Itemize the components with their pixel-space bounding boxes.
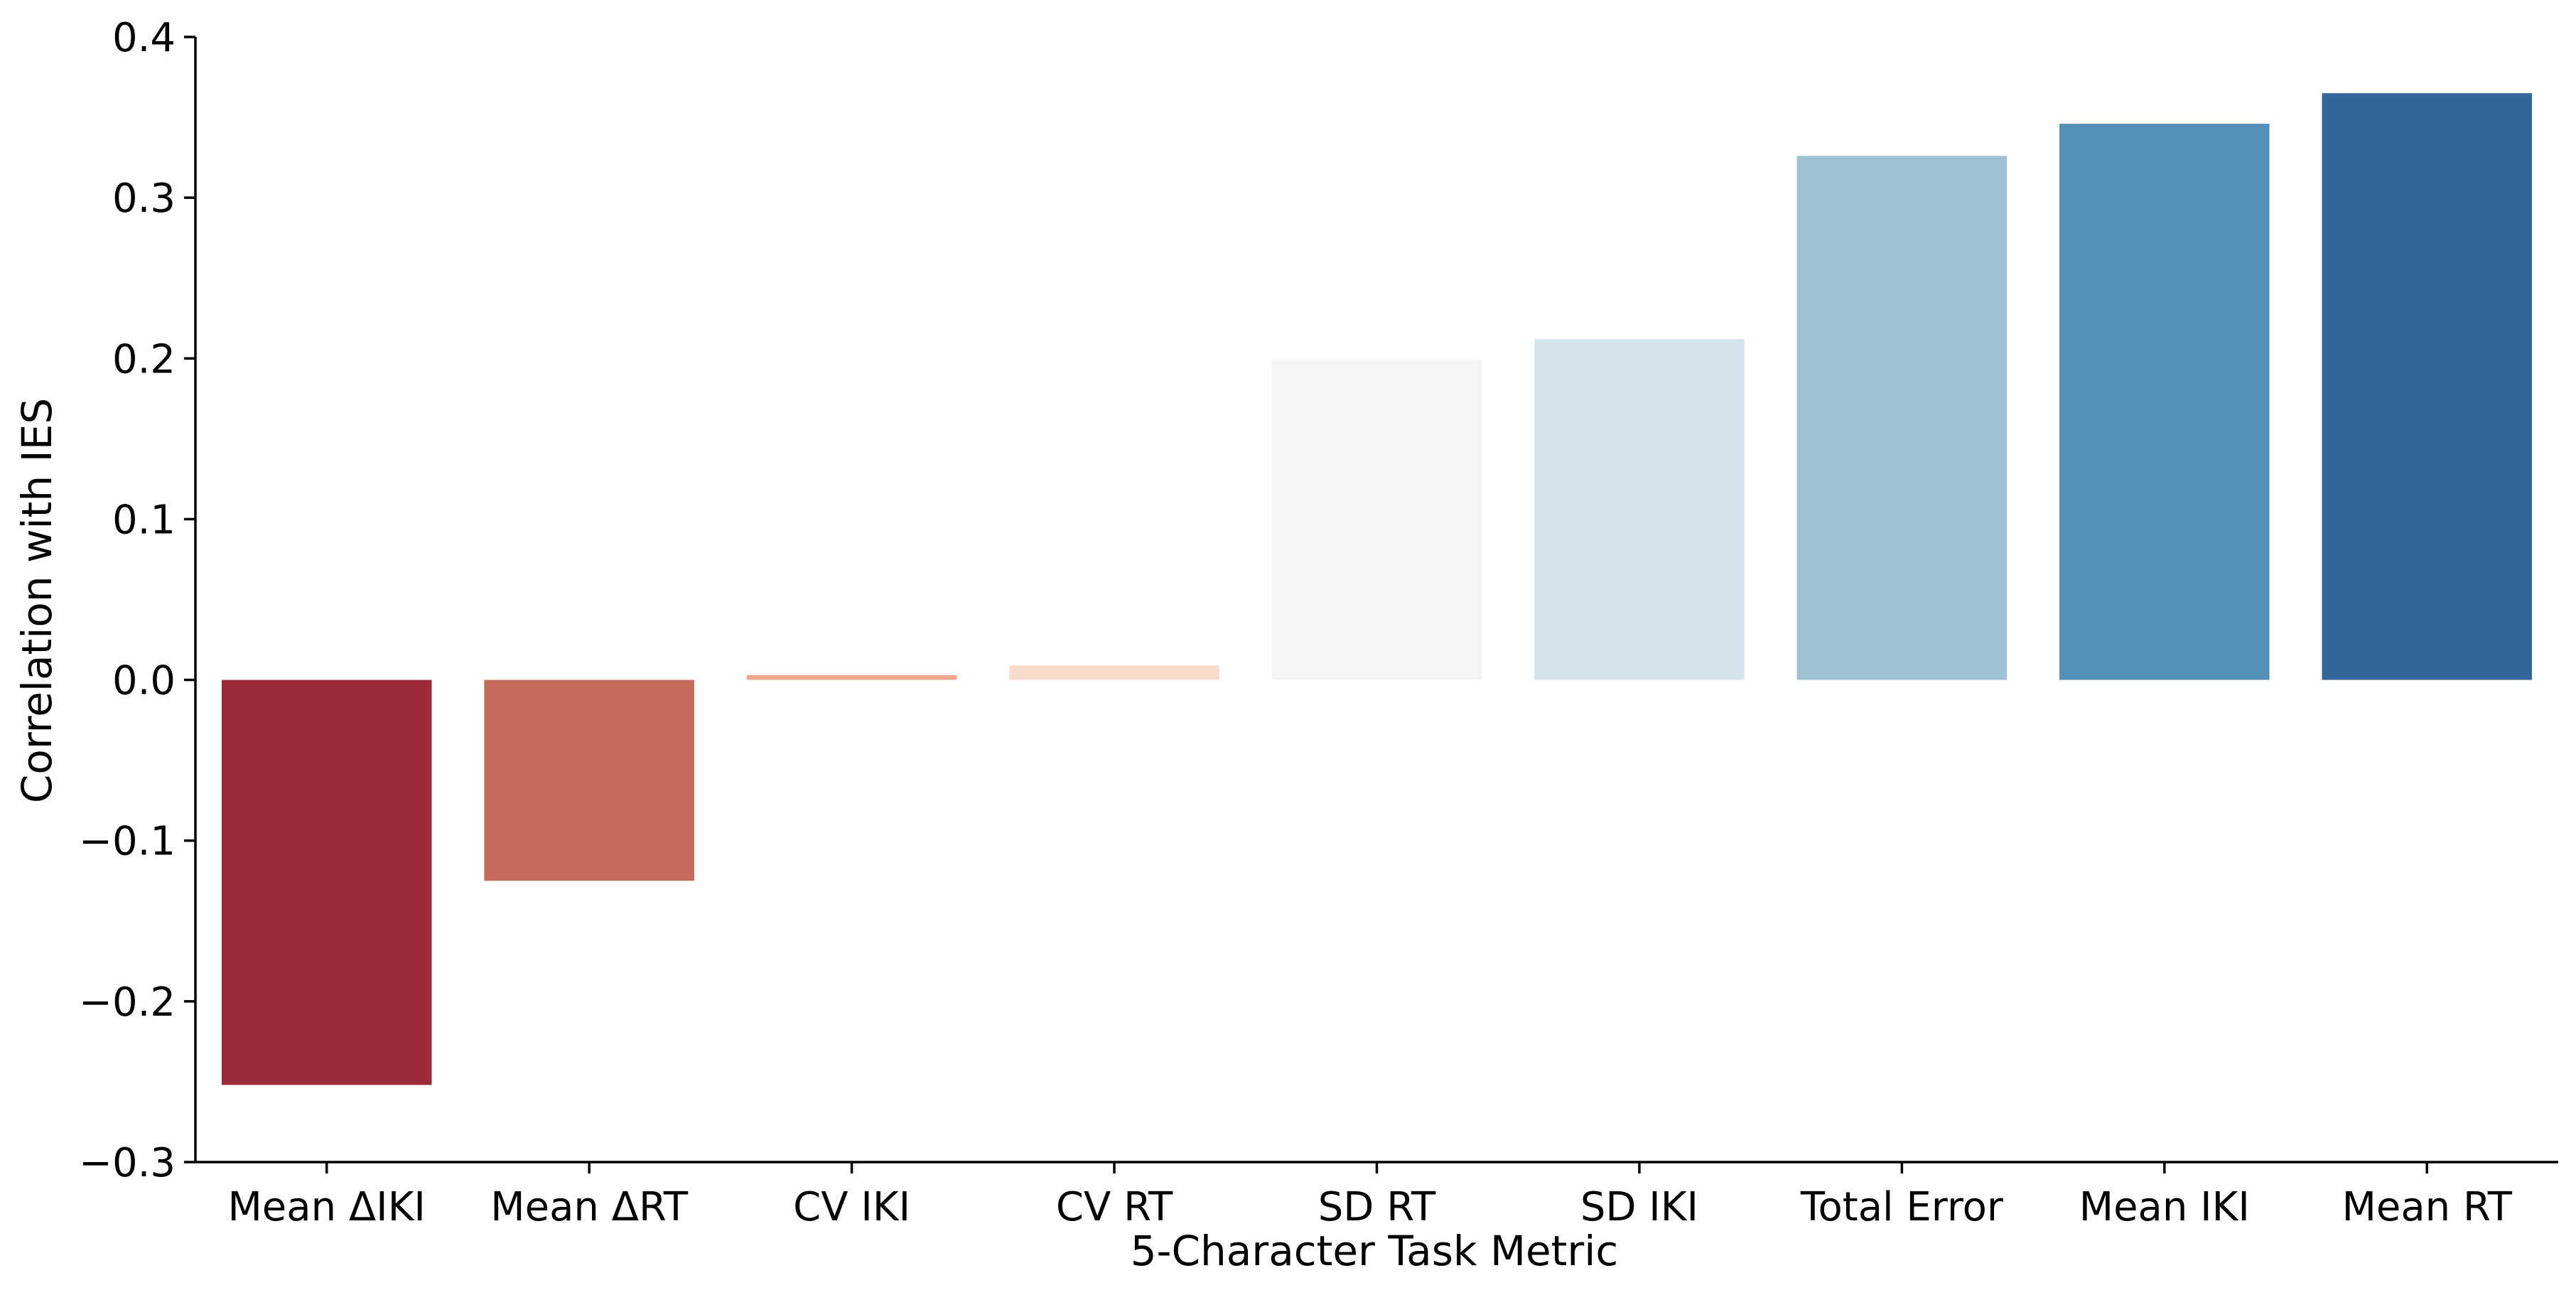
x-tick-label: CV RT bbox=[1056, 1184, 1173, 1230]
bar bbox=[2059, 124, 2270, 680]
y-tick-label: 0.2 bbox=[112, 336, 176, 382]
y-tick-label: 0.4 bbox=[112, 15, 176, 61]
x-tick-label: SD IKI bbox=[1580, 1184, 1698, 1230]
bar bbox=[1534, 339, 1745, 680]
axes-group: Mean ΔIKI Mean ΔRT CV IKI CV RT SD RT SD IKI T… bbox=[79, 15, 2558, 1230]
x-tick-label: Mean ΔRT bbox=[490, 1184, 689, 1230]
bar bbox=[1271, 360, 1482, 680]
x-tick-label: Mean IKI bbox=[2079, 1184, 2250, 1230]
bar bbox=[1009, 665, 1219, 680]
x-tick-label: Mean ΔIKI bbox=[227, 1184, 425, 1230]
y-tick-label: 0.0 bbox=[112, 658, 176, 704]
bar bbox=[1796, 156, 2008, 680]
x-tick-label: SD RT bbox=[1318, 1184, 1436, 1230]
y-tick-label: −0.1 bbox=[79, 819, 176, 865]
y-axis-title: Correlation with IES bbox=[13, 398, 61, 803]
bar bbox=[746, 675, 957, 680]
x-tick-label: CV IKI bbox=[793, 1184, 910, 1230]
bar bbox=[2322, 93, 2533, 680]
x-tick-label: Mean RT bbox=[2342, 1184, 2513, 1230]
bar bbox=[221, 679, 432, 1085]
y-tick-label: 0.1 bbox=[112, 497, 176, 543]
bar bbox=[484, 679, 694, 881]
x-axis-title: 5-Character Task Metric bbox=[1131, 1227, 1619, 1275]
y-tick-label: −0.3 bbox=[79, 1140, 176, 1186]
y-tick-label: 0.3 bbox=[112, 176, 176, 222]
bars-group bbox=[221, 93, 2533, 1085]
y-tick-label: −0.2 bbox=[79, 979, 176, 1026]
x-tick-label: Total Error bbox=[1800, 1184, 2004, 1230]
